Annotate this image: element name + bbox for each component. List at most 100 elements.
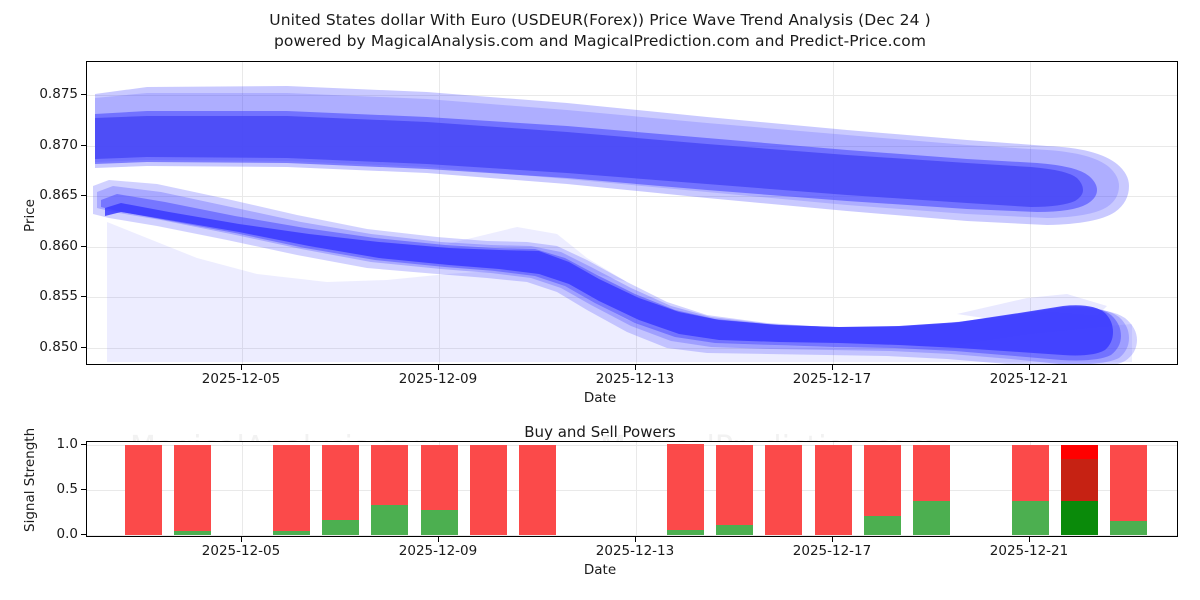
price-xtick-mark-2 bbox=[635, 365, 636, 370]
ytick-mark-4 bbox=[81, 296, 86, 297]
sell-power-overlay bbox=[1061, 459, 1098, 501]
price-gridline-0865 bbox=[87, 196, 1177, 197]
signal-bar[interactable] bbox=[470, 442, 507, 536]
price-xtick-mark-3 bbox=[832, 365, 833, 370]
page-title: United States dollar With Euro (USDEUR(F… bbox=[0, 10, 1200, 52]
signal-bar[interactable] bbox=[716, 442, 753, 536]
signal-gridline-00 bbox=[87, 535, 1177, 536]
signal-bar[interactable] bbox=[1012, 442, 1049, 536]
price-xtick-mark-4 bbox=[1029, 365, 1030, 370]
buy-power-segment bbox=[667, 530, 704, 535]
price-gridline-0850 bbox=[87, 348, 1177, 349]
sell-power-segment bbox=[667, 444, 704, 530]
signal-bar[interactable] bbox=[125, 442, 162, 536]
signal-gridline-10 bbox=[87, 445, 1177, 446]
signal-bars-layer bbox=[87, 442, 1177, 536]
signal-ytick-mark-1 bbox=[81, 444, 86, 445]
ytick-mark-1 bbox=[81, 145, 86, 146]
signal-bar[interactable] bbox=[1110, 442, 1147, 536]
price-date-axis-label: Date bbox=[583, 390, 617, 406]
signal-ytick-mark-0 bbox=[81, 534, 86, 535]
signal-bar[interactable] bbox=[864, 442, 901, 536]
sell-power-segment bbox=[421, 445, 458, 510]
price-axis-label: Price bbox=[22, 199, 38, 232]
signal-xtick-mark-1 bbox=[438, 537, 439, 542]
price-vgridline-1205 bbox=[242, 62, 243, 364]
title-line-1: United States dollar With Euro (USDEUR(F… bbox=[269, 11, 931, 29]
ytick-label-5: 0.850 bbox=[39, 339, 78, 355]
signal-ytick-label-05: 0.5 bbox=[56, 481, 78, 497]
signal-bar[interactable] bbox=[519, 442, 556, 536]
sell-power-segment bbox=[1012, 445, 1049, 501]
price-gridline-0860 bbox=[87, 247, 1177, 248]
price-vgridline-1209 bbox=[439, 62, 440, 364]
signal-vgridline-1205 bbox=[242, 442, 243, 536]
price-xtick-label-0: 2025-12-05 bbox=[201, 371, 281, 387]
signal-bar[interactable] bbox=[667, 442, 704, 536]
sell-power-segment bbox=[765, 445, 802, 535]
price-wave-bands bbox=[93, 86, 1137, 364]
price-wave-panel: MagicalAnalysis.com MagicalPrediction.co… bbox=[22, 61, 1178, 406]
signal-xtick-mark-3 bbox=[832, 537, 833, 542]
sell-power-segment bbox=[716, 445, 753, 525]
buy-power-segment bbox=[273, 531, 310, 535]
sell-power-segment bbox=[1110, 445, 1147, 521]
buy-power-segment bbox=[864, 516, 901, 535]
buy-power-segment bbox=[1061, 501, 1098, 535]
ytick-mark-3 bbox=[81, 246, 86, 247]
price-vgridline-1217 bbox=[833, 62, 834, 364]
signal-ytick-label-1: 1.0 bbox=[56, 436, 78, 452]
price-xtick-label-1: 2025-12-09 bbox=[398, 371, 478, 387]
ytick-mark-0 bbox=[81, 94, 86, 95]
ytick-mark-2 bbox=[81, 195, 86, 196]
price-xtick-label-3: 2025-12-17 bbox=[792, 371, 872, 387]
ytick-label-1: 0.870 bbox=[39, 137, 78, 153]
lower-band-halo-right bbox=[957, 294, 1107, 320]
buy-power-segment bbox=[1012, 501, 1049, 535]
signal-xtick-label-4: 2025-12-21 bbox=[989, 543, 1069, 559]
signal-ytick-mark-05 bbox=[81, 489, 86, 490]
price-vgridline-1213 bbox=[636, 62, 637, 364]
signal-date-axis-label: Date bbox=[583, 562, 617, 578]
sell-power-segment bbox=[322, 445, 359, 520]
sell-power-segment bbox=[913, 445, 950, 501]
ytick-label-0: 0.875 bbox=[39, 86, 78, 102]
price-plot-area bbox=[86, 61, 1178, 365]
signal-vgridline-1213 bbox=[636, 442, 637, 536]
signal-bar[interactable] bbox=[371, 442, 408, 536]
signal-bar[interactable] bbox=[174, 442, 211, 536]
sell-power-segment bbox=[273, 445, 310, 531]
sell-power-segment bbox=[125, 445, 162, 535]
sell-power-segment bbox=[470, 445, 507, 535]
signal-bar[interactable] bbox=[273, 442, 310, 536]
signal-xtick-label-0: 2025-12-05 bbox=[201, 543, 281, 559]
signal-xtick-mark-0 bbox=[241, 537, 242, 542]
upper-band-center-stripe bbox=[95, 116, 1083, 207]
buy-power-segment bbox=[174, 531, 211, 535]
signal-bar[interactable] bbox=[765, 442, 802, 536]
signal-bar[interactable] bbox=[322, 442, 359, 536]
signal-xtick-label-3: 2025-12-17 bbox=[792, 543, 872, 559]
sell-power-segment bbox=[174, 445, 211, 531]
signal-bar[interactable] bbox=[1061, 442, 1098, 536]
signal-bar[interactable] bbox=[421, 442, 458, 536]
buy-power-segment bbox=[371, 505, 408, 535]
ytick-mark-5 bbox=[81, 347, 86, 348]
lower-band-halo-top bbox=[447, 227, 627, 282]
buy-power-segment bbox=[1110, 521, 1147, 535]
signal-bar[interactable] bbox=[913, 442, 950, 536]
lower-band-trend bbox=[105, 203, 1113, 356]
sell-power-segment bbox=[864, 445, 901, 516]
buy-power-segment bbox=[913, 501, 950, 535]
buy-power-segment bbox=[716, 525, 753, 535]
buy-sell-powers-panel: Buy and Sell Powers MagicalAnalysis.com … bbox=[0, 410, 1200, 600]
ytick-label-2: 0.865 bbox=[39, 187, 78, 203]
price-xtick-label-2: 2025-12-13 bbox=[595, 371, 675, 387]
price-vgridline-1221 bbox=[1030, 62, 1031, 364]
buy-sell-subtitle: Buy and Sell Powers bbox=[524, 423, 676, 441]
signal-bar[interactable] bbox=[815, 442, 852, 536]
signal-ytick-label-0: 0.0 bbox=[56, 526, 78, 542]
lower-band-halo bbox=[107, 222, 1132, 362]
signal-plot-area bbox=[86, 441, 1178, 537]
